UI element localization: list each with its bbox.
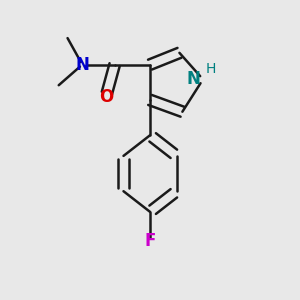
Text: F: F (144, 232, 156, 250)
Text: N: N (186, 70, 200, 88)
Text: N: N (75, 56, 89, 74)
Text: O: O (99, 88, 113, 106)
Text: H: H (206, 62, 216, 76)
